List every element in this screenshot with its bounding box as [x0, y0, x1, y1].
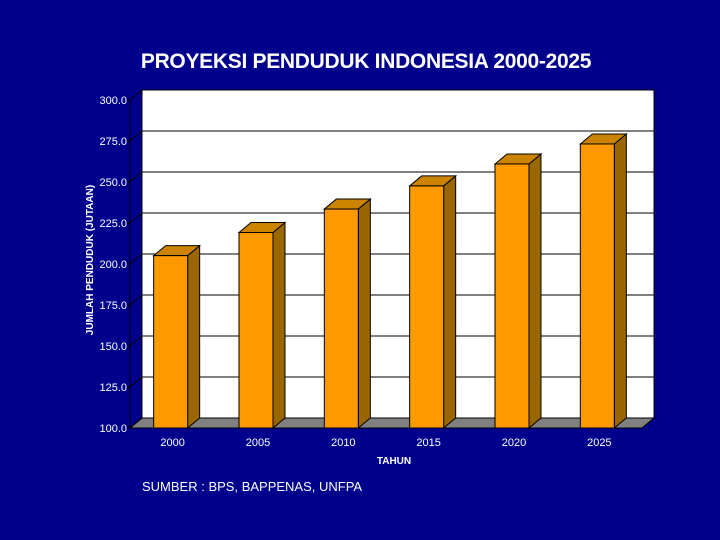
y-tick-label: 200.0 — [99, 259, 127, 271]
y-tick-label: 250.0 — [99, 177, 127, 189]
data-label: 219.2 — [248, 204, 276, 216]
gridline — [129, 89, 654, 101]
gridline — [129, 212, 654, 224]
data-label: 233.5 — [334, 180, 362, 192]
gridline — [129, 417, 654, 429]
gridline — [129, 376, 654, 388]
source-note: SUMBER : BPS, BAPPENAS, UNFPA — [142, 479, 363, 494]
bar-side — [272, 221, 286, 430]
y-tick-label: 150.0 — [99, 341, 127, 353]
bar — [238, 232, 274, 429]
x-axis-title: TAHUN — [377, 456, 411, 467]
y-tick-label: 300.0 — [99, 95, 127, 107]
bar-side — [187, 244, 201, 430]
bar-side — [528, 152, 542, 430]
y-axis-title: JUMLAH PENDUDUK (JUTAAN) — [85, 185, 96, 335]
bar-side — [613, 132, 627, 430]
x-tick-label: 2005 — [246, 437, 270, 449]
data-label: 261.0 — [504, 135, 532, 147]
x-tick-label: 2015 — [416, 437, 440, 449]
bar-side — [443, 174, 457, 430]
x-tick-label: 2000 — [160, 437, 184, 449]
gridline — [129, 171, 654, 183]
gridline — [129, 130, 654, 142]
chart-floor — [128, 417, 656, 429]
data-label: 205.1 — [163, 227, 191, 239]
y-tick-label: 275.0 — [99, 136, 127, 148]
bar — [153, 255, 189, 429]
x-tick-label: 2020 — [502, 437, 526, 449]
data-label: 247.6 — [419, 157, 447, 169]
y-tick-label: 125.0 — [99, 382, 127, 394]
bar-side — [357, 197, 371, 430]
x-tick-label: 2010 — [331, 437, 355, 449]
x-tick-label: 2025 — [587, 437, 611, 449]
gridline — [129, 335, 654, 347]
y-tick-label: 175.0 — [99, 300, 127, 312]
data-label: 273.2 — [590, 115, 618, 127]
bar — [409, 185, 445, 429]
bar — [323, 208, 359, 429]
bar — [579, 143, 615, 429]
bar — [494, 163, 530, 429]
gridline — [129, 294, 654, 306]
y-tick-label: 100.0 — [99, 423, 127, 435]
gridline — [129, 253, 654, 265]
chart-title: PROYEKSI PENDUDUK INDONESIA 2000-2025 — [140, 50, 592, 73]
y-tick-label: 225.0 — [99, 218, 127, 230]
